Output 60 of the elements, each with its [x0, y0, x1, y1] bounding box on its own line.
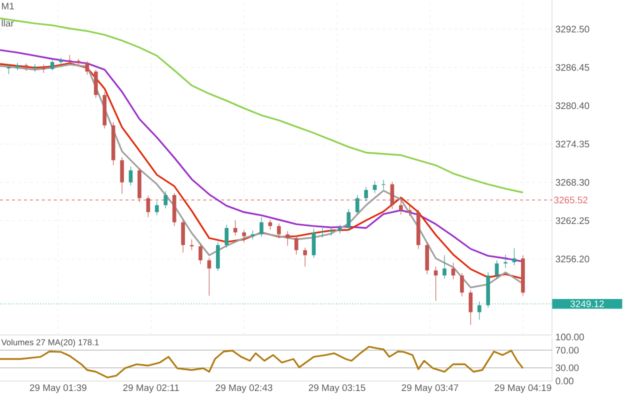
candlestick: [303, 247, 307, 267]
candlestick: [372, 180, 377, 194]
x-tick-label: 29 May 02:11: [123, 384, 179, 393]
candlestick: [59, 57, 63, 64]
y-tick-label: 0.00: [556, 378, 574, 384]
candlestick: [468, 290, 473, 326]
candlestick: [312, 228, 316, 258]
annotation: Volumes 27 MA(20) 178.1: [1, 339, 99, 347]
chart-title: M1: [2, 2, 14, 10]
candlestick: [128, 166, 133, 186]
ref-line-label: 3249.12: [570, 300, 604, 308]
y-tick-label: 3268.30: [556, 179, 590, 186]
candlestick: [6, 64, 11, 74]
candlestick: [399, 199, 403, 215]
candlestick: [260, 216, 264, 238]
candlestick: [233, 220, 238, 236]
candlestick: [242, 230, 246, 243]
candlestick: [154, 201, 159, 216]
x-tick-label: 29 May 01:39: [30, 384, 86, 393]
candlestick: [434, 266, 438, 302]
ref-line-label: 3265.52: [554, 196, 588, 204]
candlestick: [94, 69, 98, 98]
y-tick-label: 100.00: [556, 334, 584, 340]
candlestick: [50, 60, 54, 71]
x-tick-label: 29 May 03:47: [402, 384, 458, 393]
candlestick: [224, 224, 229, 248]
y-tick-label: 3262.25: [556, 217, 590, 224]
candlestick: [198, 244, 202, 264]
y-tick-label: 3292.50: [556, 26, 590, 32]
candlestick: [294, 235, 298, 255]
y-tick-label: 3256.20: [556, 256, 590, 262]
candlestick: [16, 62, 20, 71]
candlestick: [276, 223, 281, 238]
text: llar: [2, 20, 14, 27]
candlestick: [477, 301, 482, 320]
candlestick: [286, 230, 290, 246]
x-tick-label: 29 May 03:15: [308, 384, 366, 393]
candlestick: [181, 219, 185, 253]
candlestick: [355, 194, 360, 215]
candlestick: [494, 260, 499, 279]
y-tick-label: 70.00: [556, 346, 579, 354]
candlestick: [146, 195, 150, 218]
candlestick: [442, 254, 446, 279]
x-tick-label: 29 May 02:43: [216, 384, 272, 393]
y-tick-label: 3274.35: [556, 140, 590, 148]
candlestick: [346, 208, 351, 231]
y-tick-label: 30.00: [556, 364, 579, 372]
candlestick: [216, 242, 220, 272]
candlestick: [120, 156, 124, 194]
candlestick: [164, 190, 168, 209]
candlestick: [460, 272, 464, 297]
candlestick: [85, 61, 90, 76]
x-tick-label: 29 May 04:19: [494, 384, 552, 393]
y-tick-label: 3280.40: [556, 102, 590, 110]
candlestick: [408, 204, 412, 216]
candlestick: [451, 262, 456, 280]
candlestick: [364, 186, 368, 202]
candlestick: [190, 239, 194, 250]
candlestick: [504, 254, 508, 268]
y-tick-label: 3286.45: [556, 64, 590, 71]
